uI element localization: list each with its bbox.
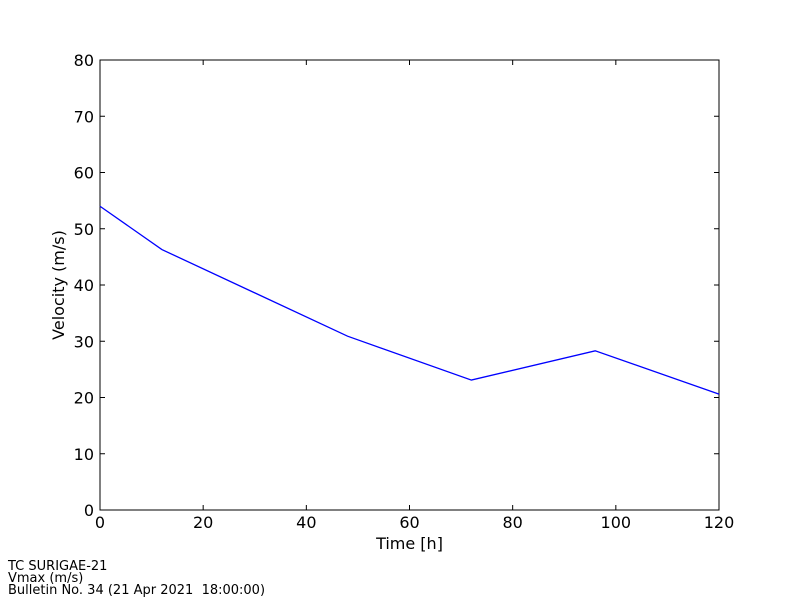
footer-line: TC SURIGAE-21 <box>7 559 107 574</box>
y-axis-label: Velocity (m/s) <box>49 230 68 340</box>
x-tick-label: 120 <box>704 513 735 532</box>
y-tick-label: 50 <box>74 220 94 239</box>
x-tick-label: 60 <box>399 513 419 532</box>
y-tick-label: 80 <box>74 51 94 70</box>
x-tick-label: 100 <box>601 513 632 532</box>
x-tick-label: 80 <box>502 513 522 532</box>
footer-line: Bulletin No. 34 (21 Apr 2021 18:00:00) <box>8 583 265 598</box>
y-tick-label: 30 <box>74 332 94 351</box>
x-tick-label: 40 <box>296 513 316 532</box>
y-tick-label: 0 <box>84 501 94 520</box>
x-tick-label: 20 <box>193 513 213 532</box>
y-tick-label: 60 <box>74 164 94 183</box>
x-axis-label: Time [h] <box>375 534 443 553</box>
series-line <box>99 205 720 395</box>
footer-line: Vmax (m/s) <box>8 571 83 586</box>
y-tick-label: 20 <box>74 389 94 408</box>
y-tick-label: 10 <box>74 445 94 464</box>
x-tick-label: 0 <box>95 513 105 532</box>
y-tick-label: 40 <box>74 276 94 295</box>
y-tick-label: 70 <box>74 107 94 126</box>
